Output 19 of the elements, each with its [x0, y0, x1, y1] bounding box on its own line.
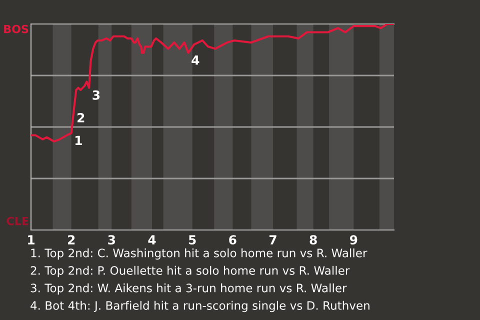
x-tick-label: 6 [229, 235, 236, 245]
text: CLE [6, 216, 28, 226]
x-tick-label: 5 [188, 235, 196, 245]
x-tick-label: 7 [269, 235, 276, 244]
x-tick-label: 4 [148, 235, 156, 244]
annotation: 1 [76, 136, 82, 145]
text: BOS [4, 24, 28, 34]
x-tick-label: 2 [68, 235, 75, 244]
x-tick-label: 3 [108, 235, 116, 245]
annotation: 3 [92, 90, 100, 100]
text: 4. Bot 4th: J. Barfield hit a run-scoring single vs D. Ruthven [30, 300, 370, 312]
text: 3. Top 2nd: W. Aikens hit a 3-run home run vs R. Waller [30, 283, 347, 295]
x-tick-label: 1 [28, 235, 34, 244]
x-tick-label: 8 [310, 235, 317, 245]
annotation: 2 [78, 113, 84, 122]
text: 1. Top 2nd: C. Washington hit a solo home run vs R. Waller [31, 248, 368, 260]
x-tick-label: 9 [350, 235, 358, 245]
text: 2. Top 2nd: P. Ouellette hit a solo home run vs R. Waller [30, 266, 350, 278]
annotation: 4 [192, 56, 200, 65]
